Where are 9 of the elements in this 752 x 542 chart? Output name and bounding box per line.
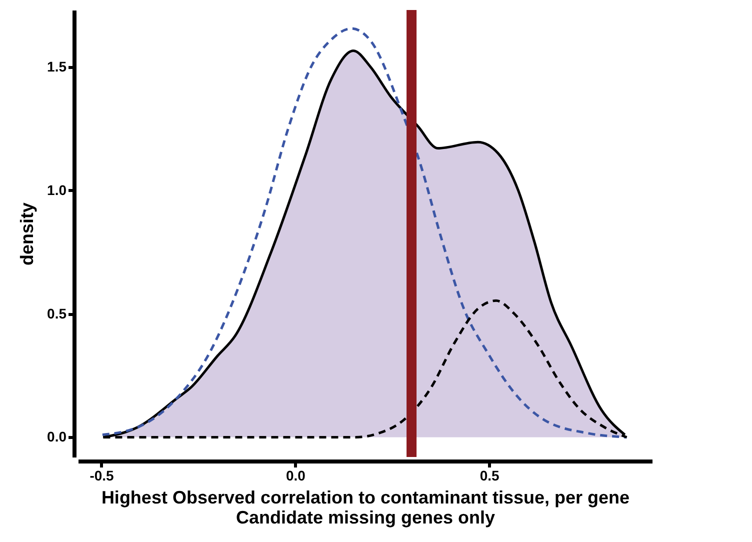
x-tick-label: 0.5 <box>480 468 500 484</box>
x-tick-label: -0.5 <box>90 468 114 484</box>
x-axis-title: Highest Observed correlation to contaminant tissue, per gene Candidate missing genes only <box>101 488 630 528</box>
y-tick-label: 1.5 <box>47 58 67 74</box>
y-tick-label: 1.0 <box>47 182 67 198</box>
x-tick-label: 0.0 <box>286 468 306 484</box>
y-tick-label: 0.5 <box>47 305 67 322</box>
y-axis-title: density <box>17 202 38 266</box>
y-tick-label: 0.0 <box>47 428 67 445</box>
